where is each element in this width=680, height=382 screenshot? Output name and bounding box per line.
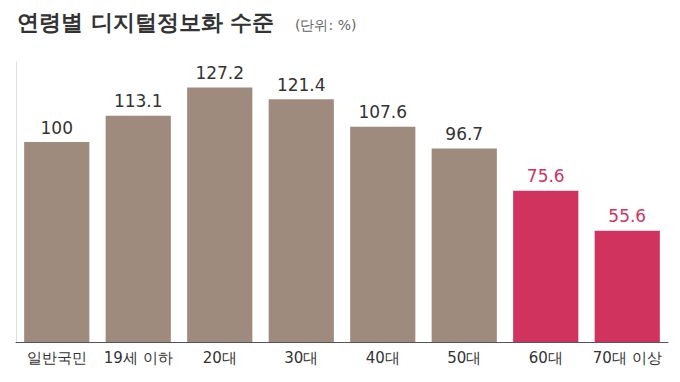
svg-text:연령별 디지털정보화 수준: 연령별 디지털정보화 수준	[17, 10, 274, 35]
svg-text:50대: 50대	[447, 349, 481, 367]
svg-text:96.7: 96.7	[445, 124, 483, 144]
svg-text:113.1: 113.1	[114, 91, 163, 111]
svg-text:(단위: %): (단위: %)	[295, 17, 356, 33]
svg-text:60대: 60대	[529, 349, 563, 367]
svg-text:일반국민: 일반국민	[27, 349, 87, 367]
svg-text:30대: 30대	[284, 349, 318, 367]
svg-text:107.6: 107.6	[358, 102, 407, 122]
svg-text:20대: 20대	[203, 349, 237, 367]
svg-text:55.6: 55.6	[608, 206, 646, 226]
svg-text:75.6: 75.6	[527, 166, 565, 186]
svg-text:121.4: 121.4	[277, 75, 326, 95]
svg-text:100: 100	[41, 118, 73, 138]
svg-text:70대 이상: 70대 이상	[593, 349, 662, 367]
svg-text:127.2: 127.2	[195, 63, 244, 83]
svg-text:40대: 40대	[366, 349, 400, 367]
svg-text:19세 이하: 19세 이하	[104, 349, 173, 367]
